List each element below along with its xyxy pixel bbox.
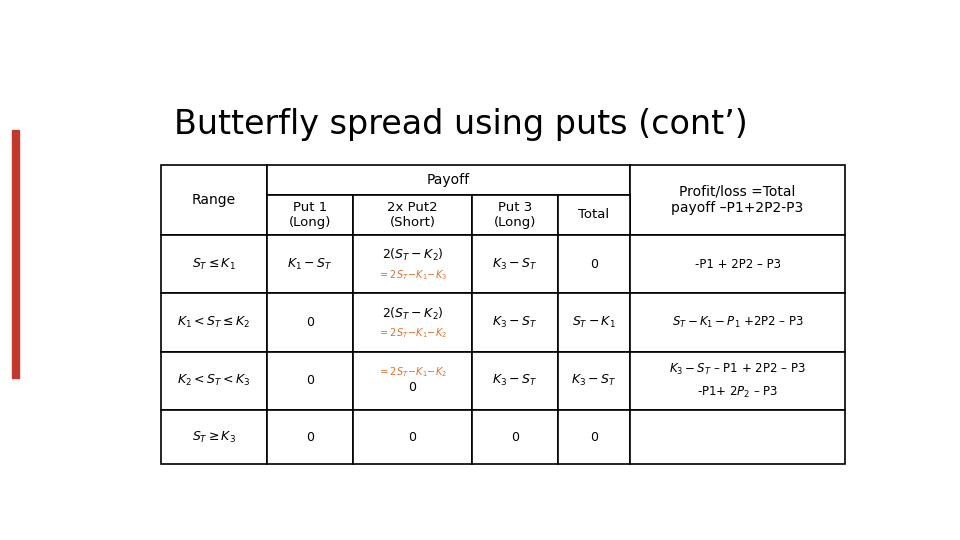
Bar: [161, 352, 267, 410]
Text: 0: 0: [306, 374, 314, 387]
Text: $=2S_T\!-\!K_1\!-\!K_2$: $=2S_T\!-\!K_1\!-\!K_2$: [378, 326, 447, 340]
Bar: [352, 410, 472, 464]
Text: $K_1 - S_T$: $K_1 - S_T$: [287, 256, 332, 272]
Bar: [630, 165, 846, 235]
Bar: [472, 352, 558, 410]
Bar: [630, 410, 846, 464]
Text: $K_1 < S_T \leq K_2$: $K_1 < S_T \leq K_2$: [178, 315, 251, 330]
Bar: [630, 352, 846, 410]
Text: $K_3 - S_T$: $K_3 - S_T$: [492, 315, 538, 330]
Bar: [267, 194, 352, 235]
Bar: [352, 194, 472, 235]
Text: Range: Range: [192, 193, 236, 207]
Text: $2(S_T-K_2)$: $2(S_T-K_2)$: [382, 306, 444, 322]
Text: 0: 0: [408, 381, 417, 394]
Text: 0: 0: [408, 430, 417, 443]
Text: $=2S_T\!-\!K_1\!-\!K_3$: $=2S_T\!-\!K_1\!-\!K_3$: [377, 268, 447, 281]
Text: $2(S_T -K_2)$: $2(S_T -K_2)$: [382, 247, 444, 264]
Text: $K_2 < S_T < K_3$: $K_2 < S_T < K_3$: [178, 373, 251, 388]
Text: -P1 + 2P2 – P3: -P1 + 2P2 – P3: [695, 258, 780, 271]
Bar: [161, 235, 267, 293]
Bar: [558, 410, 630, 464]
Text: $S_T - K_1 -P_1$ +2P2 – P3: $S_T - K_1 -P_1$ +2P2 – P3: [671, 315, 804, 330]
Bar: [472, 235, 558, 293]
Text: -P1+ 2$P_2$ – P3: -P1+ 2$P_2$ – P3: [697, 385, 779, 400]
Bar: [630, 235, 846, 293]
Bar: [352, 352, 472, 410]
Text: $S_T - K_1$: $S_T - K_1$: [572, 315, 615, 330]
Bar: [558, 235, 630, 293]
Text: $=2S_T\!-\!K_1\!-\!K_2$: $=2S_T\!-\!K_1\!-\!K_2$: [378, 365, 447, 379]
Bar: [161, 293, 267, 352]
Text: 0: 0: [306, 430, 314, 443]
Bar: [267, 165, 630, 194]
Text: Butterfly spread using puts (cont’): Butterfly spread using puts (cont’): [174, 109, 747, 141]
Text: $K_3 - S_T$: $K_3 - S_T$: [492, 256, 538, 272]
Text: 0: 0: [511, 430, 519, 443]
Bar: [352, 235, 472, 293]
Bar: [472, 194, 558, 235]
Bar: [630, 293, 846, 352]
Bar: [267, 352, 352, 410]
Text: Put 3
(Long): Put 3 (Long): [494, 201, 537, 229]
Text: $S_T \geq K_3$: $S_T \geq K_3$: [192, 429, 236, 444]
Text: 0: 0: [306, 316, 314, 329]
Bar: [558, 293, 630, 352]
Bar: [472, 410, 558, 464]
Bar: [161, 410, 267, 464]
Bar: [267, 235, 352, 293]
Text: $S_T \leq K_1$: $S_T \leq K_1$: [192, 256, 236, 272]
Bar: [558, 194, 630, 235]
Bar: [267, 293, 352, 352]
Bar: [558, 352, 630, 410]
Bar: [472, 293, 558, 352]
Text: $K_3 - S_T$: $K_3 - S_T$: [492, 373, 538, 388]
Text: 0: 0: [589, 258, 598, 271]
Text: $K_3 - S_T$: $K_3 - S_T$: [571, 373, 616, 388]
Bar: [352, 293, 472, 352]
Text: 2x Put2
(Short): 2x Put2 (Short): [387, 201, 438, 229]
Bar: [267, 410, 352, 464]
Text: $K_3 - S_T$ – P1 + 2P2 – P3: $K_3 - S_T$ – P1 + 2P2 – P3: [669, 362, 806, 377]
Text: Profit/loss =Total
payoff –P1+2P2-P3: Profit/loss =Total payoff –P1+2P2-P3: [671, 185, 804, 215]
Text: Total: Total: [578, 208, 610, 221]
Bar: [161, 165, 267, 235]
Text: Payoff: Payoff: [427, 173, 470, 186]
Text: Put 1
(Long): Put 1 (Long): [289, 201, 331, 229]
Text: 0: 0: [589, 430, 598, 443]
